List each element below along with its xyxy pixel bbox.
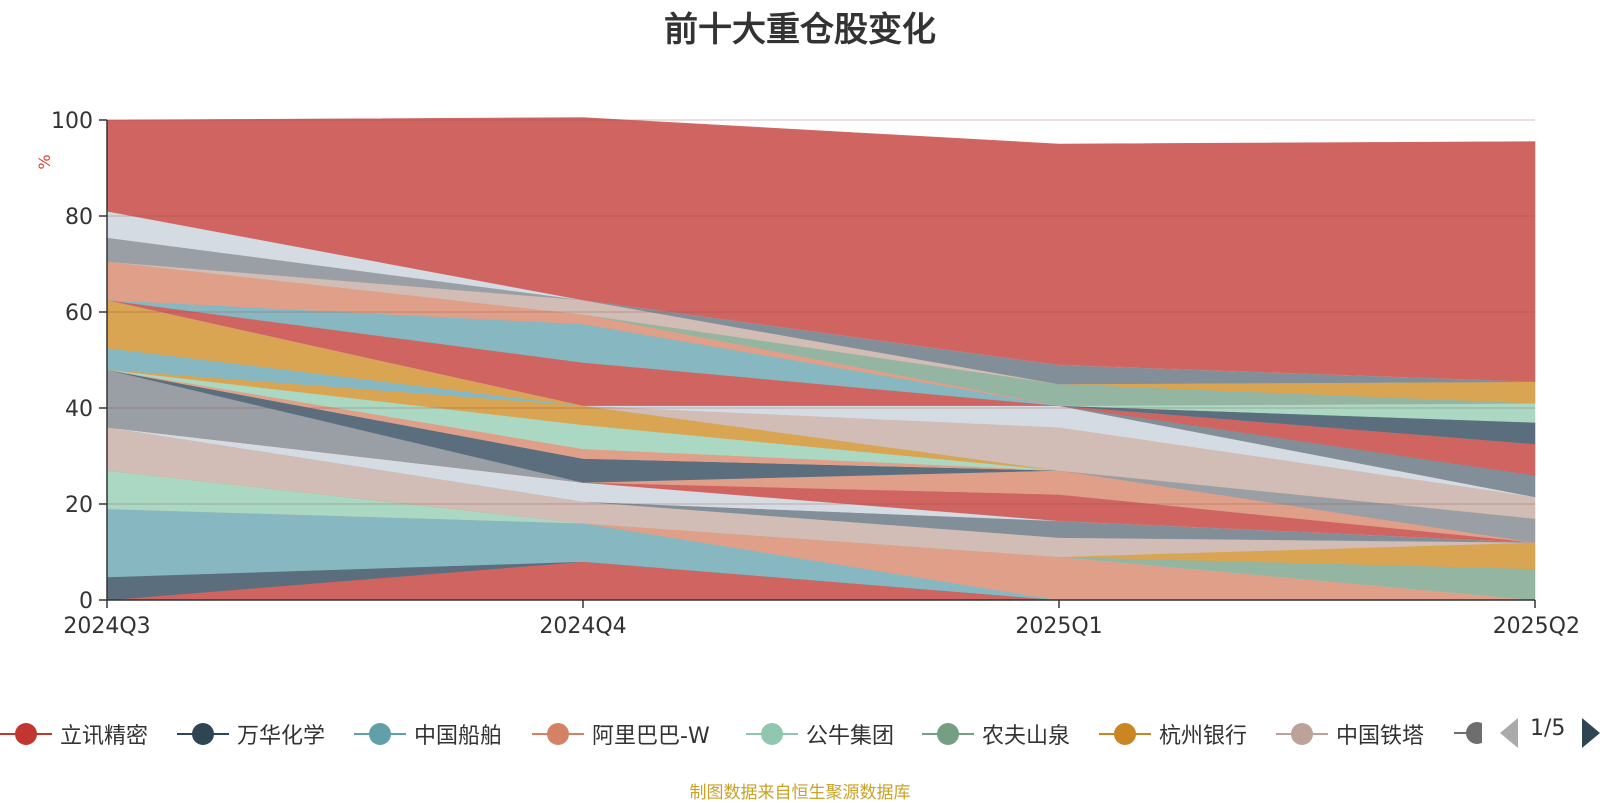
y-tick-label: 20 — [65, 493, 93, 518]
legend-prev-page-icon[interactable] — [1500, 718, 1518, 748]
legend-item[interactable]: 农夫山泉 — [922, 712, 1070, 756]
legend-item[interactable]: 杭州银行 — [1099, 712, 1247, 756]
y-tick-label: 80 — [65, 205, 93, 230]
y-tick-label: 0 — [79, 589, 93, 614]
legend-marker-icon — [532, 719, 584, 749]
x-tick-label: 2025Q1 — [1015, 614, 1102, 639]
legend-item[interactable]: 阿里巴巴-W — [532, 712, 710, 756]
legend-marker-icon — [177, 719, 229, 749]
axes: 0 20 40 60 80 100 2024Q3 2024Q4 2025Q1 2025Q2% — [35, 109, 1580, 639]
x-tick-label: 2024Q4 — [539, 614, 626, 639]
legend: 立讯精密 万华化学 中国船舶 阿里巴巴-W 公牛集团 农夫山泉 杭州银行 中国铁塔 — [0, 712, 1600, 756]
legend-label: 万华化学 — [237, 724, 326, 749]
legend-label: 中国船舶 — [414, 724, 503, 749]
chart-title: 前十大重仓股变化 — [664, 10, 936, 50]
legend-marker-icon — [1099, 719, 1151, 749]
legend-label: 农夫山泉 — [982, 724, 1071, 749]
y-tick-label: 100 — [51, 109, 93, 134]
area-series-37[interactable] — [106, 117, 1536, 382]
legend-label: 公牛集团 — [806, 724, 895, 749]
legend-marker-icon — [746, 719, 798, 749]
legend-item[interactable]: 万华化学 — [177, 712, 325, 756]
legend-item[interactable]: 公牛集团 — [746, 712, 894, 756]
legend-next-page-icon[interactable] — [1582, 718, 1600, 748]
y-tick-label: 40 — [65, 397, 93, 422]
legend-marker-icon — [0, 719, 52, 749]
y-tick-label: 60 — [65, 301, 93, 326]
legend-page-indicator: 1/5 — [1530, 716, 1566, 741]
x-tick-label: 2025Q2 — [1493, 614, 1580, 639]
gridlines — [107, 119, 1535, 505]
legend-label: 杭州银行 — [1159, 724, 1248, 749]
x-tick-label: 2024Q3 — [63, 614, 150, 639]
legend-marker-icon — [922, 719, 974, 749]
legend-marker-icon — [1276, 719, 1328, 749]
legend-label: 阿里巴巴-W — [592, 724, 710, 749]
area-layer — [106, 117, 1536, 601]
legend-label: 中国铁塔 — [1336, 724, 1425, 749]
legend-item[interactable]: 中国铁塔 — [1276, 712, 1424, 756]
y-axis-unit: % — [35, 154, 54, 169]
legend-label: 立讯精密 — [60, 724, 149, 749]
legend-item[interactable]: 中国船舶 — [354, 712, 502, 756]
source-note: 制图数据来自恒生聚源数据库 — [689, 783, 911, 803]
legend-marker-icon — [354, 719, 406, 749]
legend-item-clipped-marker[interactable] — [1454, 718, 1482, 748]
legend-item[interactable]: 立讯精密 — [0, 712, 148, 756]
